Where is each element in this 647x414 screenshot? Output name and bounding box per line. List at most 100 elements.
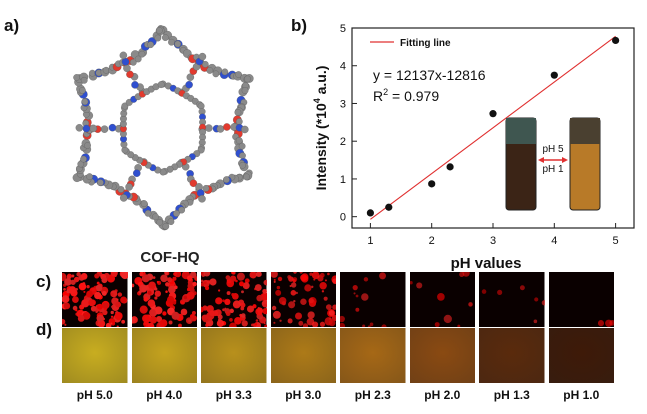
- panel-label-d: d): [36, 320, 53, 339]
- fluorescent-spot: [409, 281, 413, 285]
- fluorescent-spot: [222, 299, 225, 303]
- fluorescent-spot: [352, 284, 358, 291]
- fluorescent-spot: [292, 272, 297, 274]
- solution-photo: [340, 328, 406, 383]
- atom: [198, 195, 206, 203]
- fluorescent-spot: [166, 295, 174, 304]
- atom: [202, 184, 210, 192]
- atom: [154, 34, 162, 42]
- fluorescent-spot: [367, 325, 371, 327]
- fluorescence-image: [131, 272, 197, 327]
- fluorescent-spot: [141, 314, 150, 323]
- fluorescent-spot: [467, 302, 473, 307]
- atom: [205, 124, 213, 132]
- image-background: [340, 272, 406, 327]
- x-axis-label: pH values: [451, 255, 522, 272]
- fluorescent-spot: [183, 295, 187, 300]
- fluorescent-spot: [101, 290, 107, 296]
- fluorescence-canvas: [201, 272, 267, 327]
- fluorescent-spot: [244, 278, 250, 284]
- data-point: [446, 163, 454, 171]
- fluorescent-spot: [110, 272, 118, 277]
- fluorescent-spot: [232, 300, 241, 309]
- fluorescent-spot: [159, 319, 167, 327]
- fluorescent-spot: [110, 315, 114, 318]
- atom: [223, 176, 230, 183]
- fluorescent-spot: [225, 311, 231, 317]
- fluorescent-spot: [201, 282, 204, 287]
- inset-arrow-head-right: [562, 157, 568, 163]
- fluorescent-spot: [172, 272, 177, 276]
- fluorescent-spot: [240, 302, 246, 308]
- fluorescent-spot: [234, 317, 242, 325]
- atom: [125, 183, 133, 191]
- solution-canvas: [548, 328, 614, 383]
- ph-label: pH 1.0: [563, 388, 600, 402]
- ph-label: pH 1.3: [493, 388, 530, 402]
- fluorescent-spot: [255, 272, 262, 278]
- fluorescent-spot: [76, 272, 81, 277]
- fluorescent-spot: [597, 320, 604, 327]
- ph-label-row: pH 5.0 pH 4.0 pH 3.3 pH 3.0 pH 2.3 pH 2.0 pH 1…: [62, 388, 614, 406]
- image-background: [479, 272, 545, 327]
- fluorescent-spot: [147, 281, 156, 290]
- fluorescent-spot: [201, 306, 204, 313]
- atom: [84, 142, 91, 149]
- fluorescent-spot: [461, 272, 470, 277]
- y-axis-label-main: Intensity (*10: [313, 103, 329, 190]
- fluorescent-spot: [262, 308, 267, 315]
- fluorescent-spot: [149, 316, 157, 324]
- fluorescent-spot: [256, 294, 263, 302]
- ph-label: pH 3.0: [285, 388, 322, 402]
- y-axis-ticks: 0 1 2 3 4 5: [340, 23, 357, 224]
- y-axis-label-tail: a.u.): [313, 66, 329, 99]
- atom: [173, 210, 180, 217]
- fluorescent-spot: [149, 309, 156, 316]
- fluorescent-spot: [171, 311, 180, 320]
- atom: [201, 60, 209, 68]
- fluorescent-spot: [541, 300, 545, 306]
- fluorescent-spot: [110, 292, 114, 297]
- vial-inset: pH 5 pH 1: [505, 117, 601, 211]
- fluorescent-spot: [326, 272, 330, 276]
- data-point: [428, 180, 436, 188]
- fluorescent-spot: [82, 311, 91, 320]
- solution-canvas: [270, 328, 336, 383]
- fluorescent-spot: [229, 318, 233, 322]
- fluorescent-spot: [236, 272, 245, 281]
- r-squared-prefix: R: [373, 88, 383, 104]
- fluorescent-spot: [209, 278, 217, 286]
- fluorescent-spot: [120, 272, 128, 280]
- fluorescent-spot: [252, 323, 255, 326]
- fluorescent-spot: [231, 272, 235, 275]
- atom: [140, 200, 148, 207]
- x-tick-label: 4: [551, 235, 557, 247]
- fluorescent-spot: [262, 288, 267, 294]
- data-point: [489, 110, 497, 118]
- atom: [147, 41, 154, 49]
- fluorescent-spot: [153, 306, 162, 315]
- fluorescent-spot: [63, 302, 71, 310]
- fluorescent-spot: [111, 305, 114, 309]
- y-axis-label: Intensity (*104 a.u.): [312, 66, 329, 191]
- atom: [80, 155, 87, 163]
- fluorescent-spot: [138, 272, 144, 277]
- fluorescent-spot: [110, 310, 114, 315]
- fluorescent-spot: [205, 323, 209, 327]
- fluorescent-spot: [534, 297, 539, 302]
- atom: [89, 124, 98, 133]
- fluorescent-spot: [331, 278, 336, 284]
- fluorescent-spot: [241, 320, 248, 327]
- cof-structure-figure: [72, 25, 254, 231]
- atom: [121, 58, 130, 66]
- fluorescent-spot: [120, 296, 127, 304]
- fluorescent-spot: [63, 287, 66, 291]
- fluorescent-spot: [325, 304, 332, 311]
- r-squared: R2 = 0.979: [373, 87, 439, 104]
- atom: [174, 40, 182, 48]
- fluorescent-spot: [458, 272, 464, 277]
- fluorescent-spot: [226, 291, 231, 295]
- fluorescent-spot: [64, 278, 72, 286]
- fluorescent-spot: [163, 272, 168, 276]
- data-point: [385, 203, 393, 211]
